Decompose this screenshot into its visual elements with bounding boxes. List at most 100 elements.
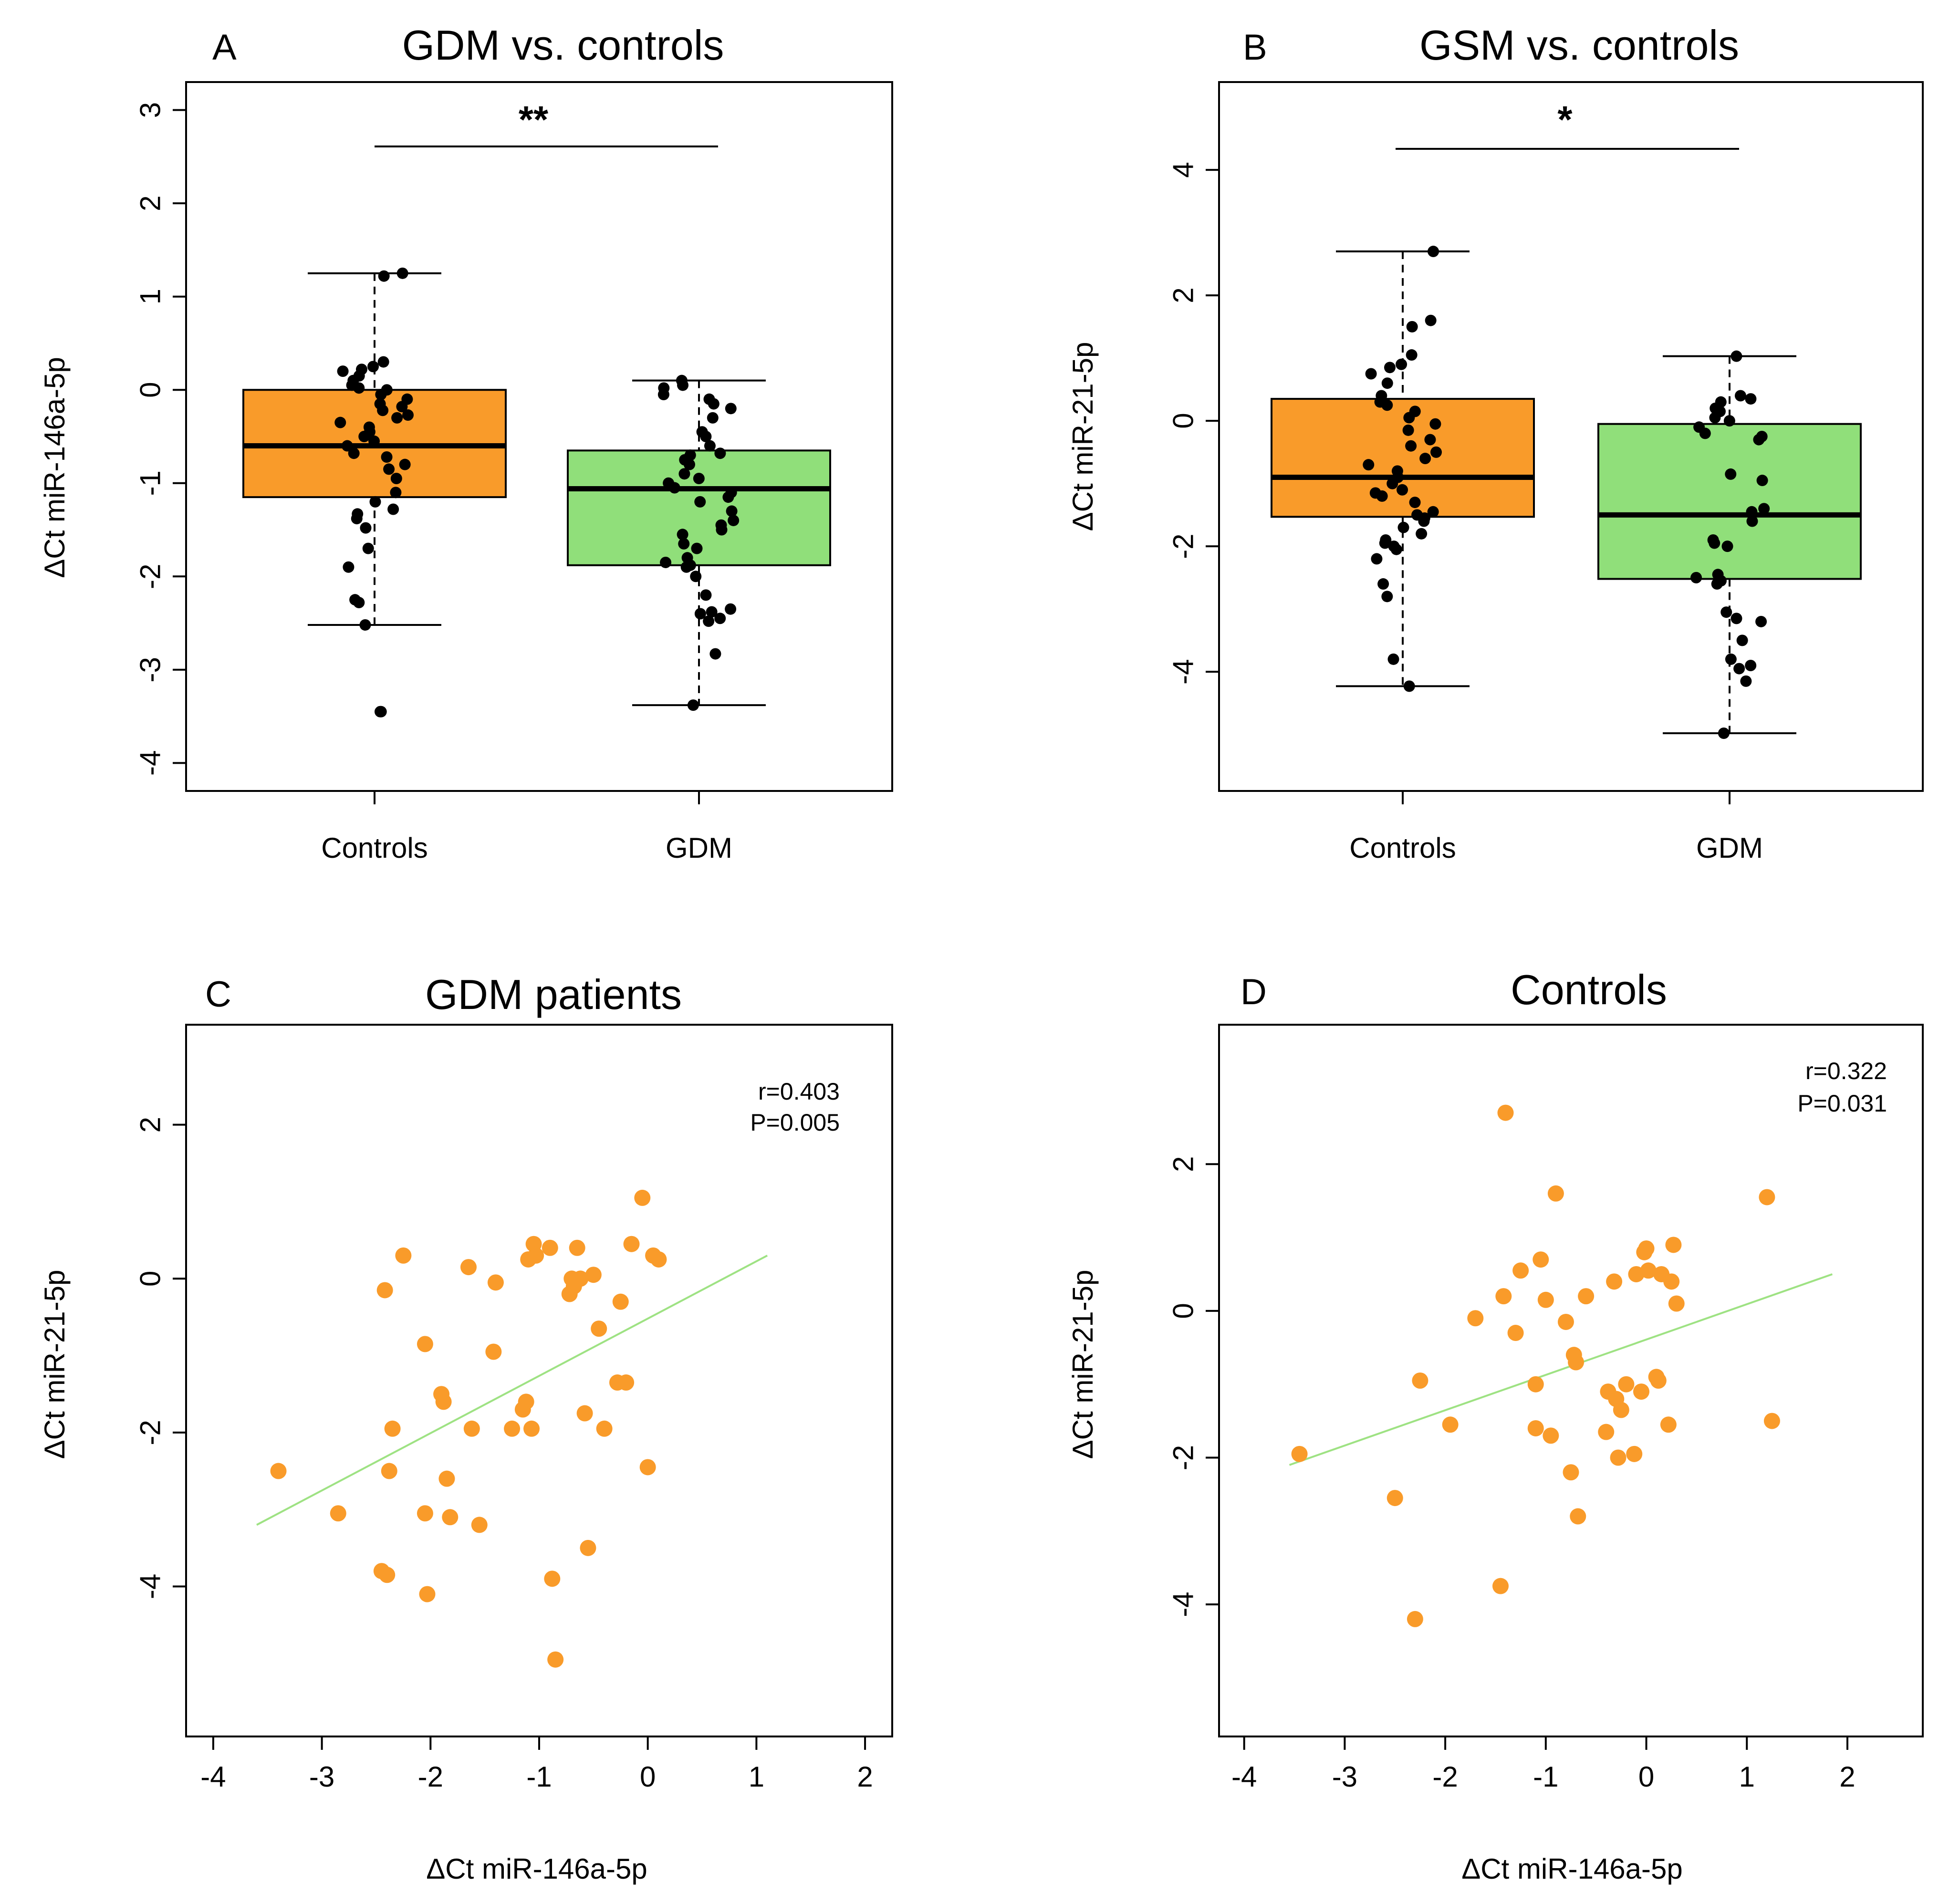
data-point [390, 472, 402, 484]
data-point [663, 477, 675, 489]
regression-line [256, 1255, 768, 1526]
data-point [1406, 321, 1418, 333]
y-tick-label: 2 [135, 195, 167, 211]
scatter-point [1527, 1376, 1544, 1393]
plot-frame [185, 81, 893, 792]
data-point [352, 508, 364, 520]
data-point [1746, 515, 1758, 527]
scatter-point [1578, 1288, 1595, 1305]
box-controls [242, 272, 507, 717]
y-tick-label: 2 [1168, 287, 1199, 303]
data-point [691, 542, 703, 554]
data-point [1707, 534, 1719, 546]
y-tick-label: -2 [1168, 533, 1199, 559]
scatter-point [1640, 1262, 1657, 1279]
scatter-point [576, 1405, 593, 1422]
y-axis-label: ΔCt miR-21-5p [39, 1270, 71, 1459]
data-point [1397, 484, 1408, 496]
data-point [1397, 521, 1409, 533]
data-point [381, 451, 393, 463]
panel-a: A GDM vs. controls ΔCt miR-146a-5p Contr… [39, 21, 893, 864]
data-point [715, 519, 727, 531]
scatter-point [1759, 1189, 1775, 1206]
scatter-point [1512, 1262, 1529, 1279]
scatter-point [419, 1586, 436, 1602]
panel-title: GDM vs. controls [402, 21, 724, 69]
y-tick-label: -2 [1168, 1445, 1199, 1470]
scatter-point [435, 1393, 452, 1410]
scatter-point [438, 1470, 455, 1487]
scatter-point [1495, 1288, 1512, 1305]
y-tick-label: -1 [135, 470, 167, 496]
data-point [1388, 541, 1400, 552]
data-point [1725, 468, 1737, 480]
category-label-controls: Controls [321, 832, 427, 864]
data-point [349, 594, 361, 606]
y-axis-label: ΔCt miR-21-5p [1067, 1270, 1099, 1459]
significance-marker: ** [519, 98, 549, 141]
data-point [1755, 615, 1767, 627]
data-point [690, 571, 702, 582]
data-point [1734, 390, 1746, 402]
y-axis-label: ΔCt miR-21-5p [1067, 342, 1099, 531]
data-point [374, 398, 386, 410]
scatter-point [1537, 1291, 1554, 1308]
scatter-point [572, 1270, 589, 1287]
scatter-point [1492, 1578, 1509, 1594]
data-point [399, 458, 411, 470]
scatter-point [1543, 1427, 1559, 1444]
data-point [1369, 487, 1381, 499]
data-point [1745, 393, 1757, 405]
scatter-point [1665, 1237, 1682, 1253]
x-tick-label: -2 [1432, 1761, 1458, 1793]
data-point [1430, 446, 1442, 458]
scatter-point [1387, 1490, 1403, 1507]
data-point [1723, 415, 1735, 427]
data-point [1402, 424, 1414, 436]
scatter-point [1633, 1383, 1649, 1400]
data-point [355, 364, 367, 375]
data-point [677, 529, 688, 541]
data-point [728, 514, 740, 526]
scatter-point [591, 1320, 607, 1337]
scatter-point [1663, 1273, 1680, 1290]
correlation-p: P=0.005 [750, 1109, 840, 1136]
data-point [714, 447, 726, 459]
scatter-point [569, 1239, 585, 1256]
box-controls [1271, 250, 1535, 687]
data-point [676, 374, 688, 386]
x-tick-label: -1 [1533, 1761, 1558, 1793]
scatter-point [417, 1336, 433, 1352]
data-point [703, 393, 715, 405]
scatter-point [542, 1239, 558, 1256]
data-point [1381, 591, 1393, 603]
data-point [706, 606, 718, 618]
x-axis-label: ΔCt miR-146a-5p [1461, 1853, 1683, 1885]
data-point [1416, 528, 1428, 540]
data-point [1365, 368, 1377, 380]
y-tick-label: -3 [135, 657, 167, 682]
scatter-point [270, 1463, 287, 1479]
scatter-point [1598, 1424, 1615, 1440]
data-point [1721, 541, 1733, 552]
scatter-point [463, 1420, 480, 1437]
data-point [1411, 509, 1423, 521]
data-point [348, 447, 360, 459]
data-point [1756, 475, 1768, 487]
scatter-point [1407, 1611, 1423, 1627]
scatter-point [1626, 1445, 1643, 1462]
x-tick-label: 2 [857, 1761, 873, 1793]
data-point [387, 503, 399, 515]
data-point [383, 463, 395, 475]
data-point [1387, 653, 1399, 665]
panel-letter: C [205, 974, 231, 1015]
scatter-point [1568, 1354, 1585, 1371]
panel-d: D Controls ΔCt miR-21-5p ΔCt miR-146a-5p… [1067, 966, 1924, 1885]
scatter-point [381, 1463, 397, 1479]
scatter-point [330, 1505, 346, 1522]
data-point [343, 561, 354, 573]
scatter-point [460, 1259, 477, 1276]
data-point [660, 556, 672, 568]
data-point [1725, 653, 1737, 665]
